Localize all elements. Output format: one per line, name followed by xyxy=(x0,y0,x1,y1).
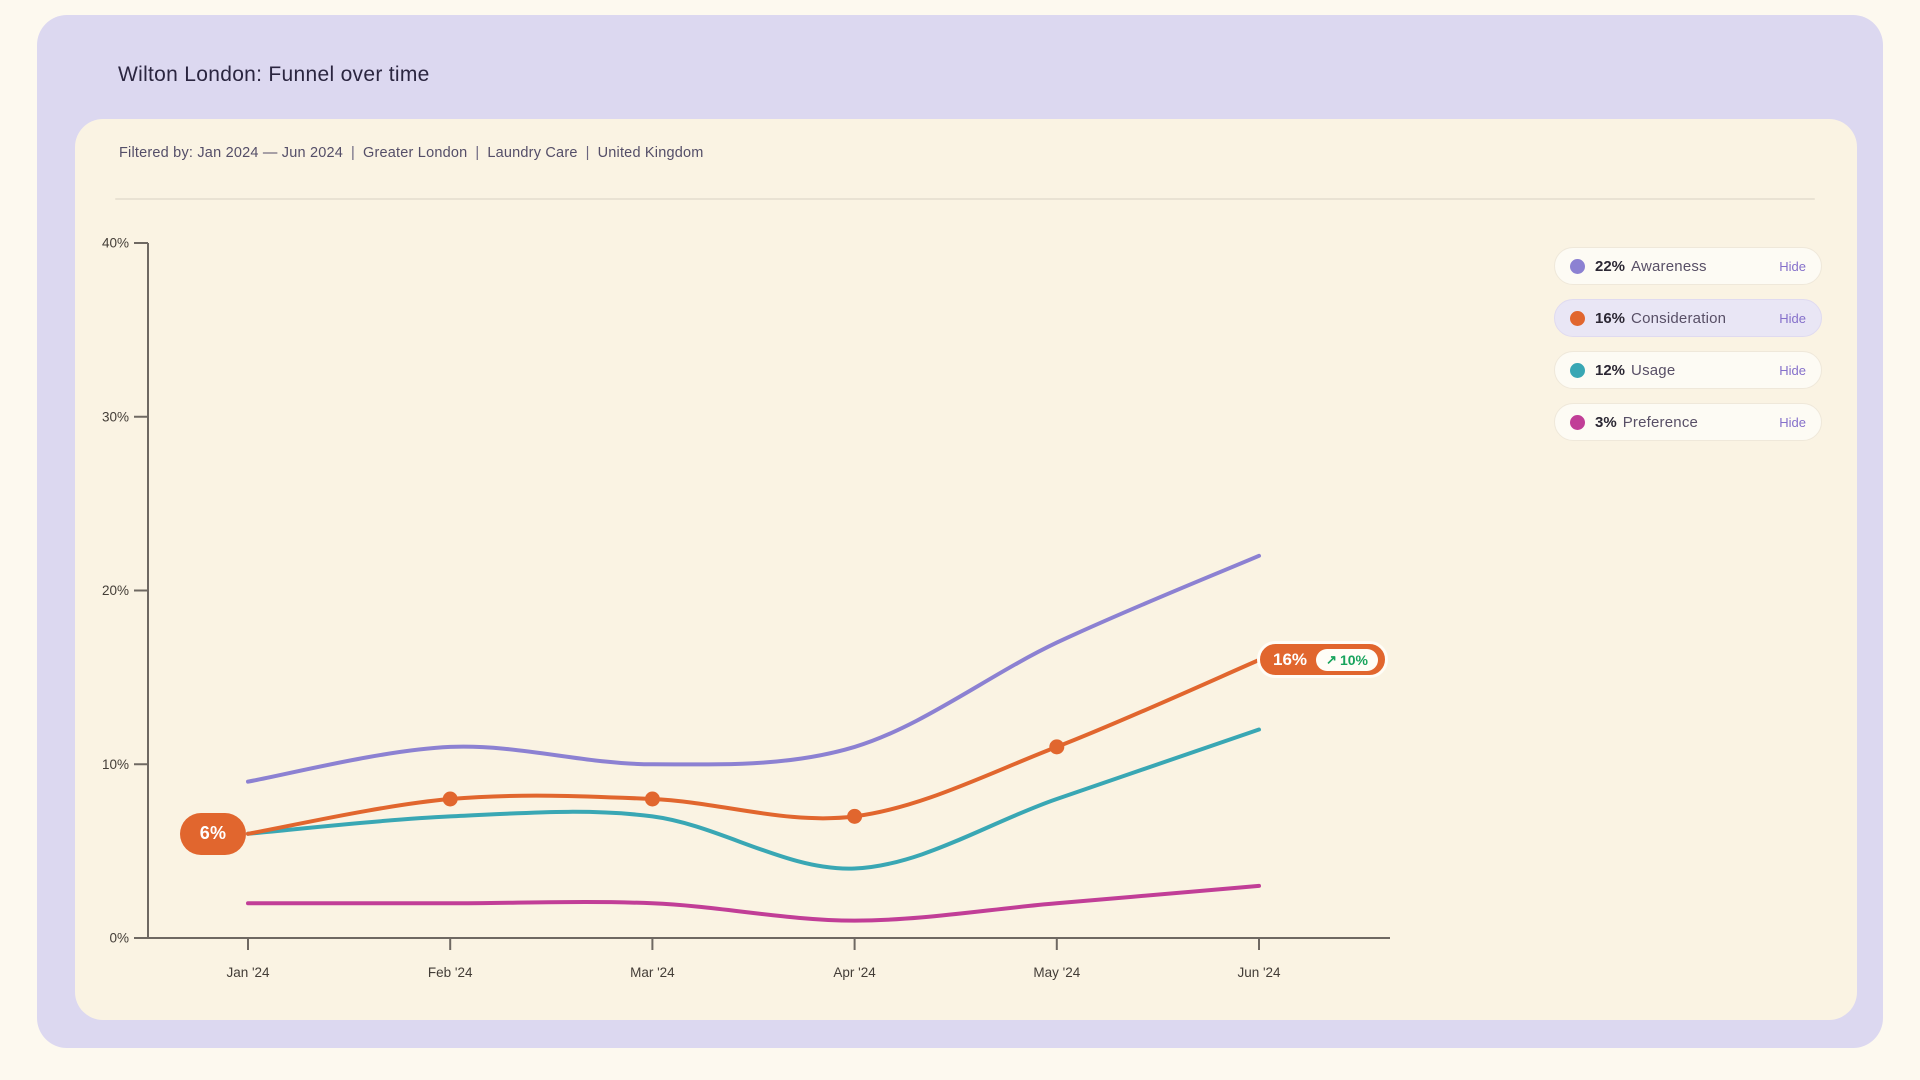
current-value: 16% xyxy=(1273,649,1308,669)
funnel-report-card: Wilton London: Funnel over time Filtered… xyxy=(37,15,1883,1048)
filter-item: United Kingdom xyxy=(597,145,704,161)
series-marker-consideration xyxy=(847,808,863,824)
series-marker-consideration xyxy=(1049,739,1065,755)
filter-date-range: Jan 2024 — Jun 2024 xyxy=(197,145,344,161)
trend-up-icon: ↗ xyxy=(1326,652,1337,667)
series-color-dot xyxy=(1570,310,1585,326)
chart-panel: Filtered by: Jan 2024 — Jun 2024 | Greater… xyxy=(75,119,1857,1020)
legend: 22% Awareness Hide 16% Consideration Hid… xyxy=(1554,247,1822,441)
legend-value: 12% xyxy=(1595,361,1626,379)
x-axis-label: Feb '24 xyxy=(428,965,473,980)
legend-item-consideration[interactable]: 16% Consideration Hide xyxy=(1554,299,1822,337)
change-pill: ↗ 10% xyxy=(1316,648,1378,671)
series-marker-consideration xyxy=(644,791,660,807)
y-axis-label: 20% xyxy=(102,583,129,598)
x-axis-label: Jan '24 xyxy=(226,965,270,980)
series-line-consideration xyxy=(246,658,1261,836)
legend-value: 3% xyxy=(1595,413,1617,431)
divider xyxy=(115,198,1815,200)
series-color-dot xyxy=(1570,414,1585,430)
hide-series-button[interactable]: Hide xyxy=(1779,414,1806,430)
filter-summary: Filtered by: Jan 2024 — Jun 2024 | Greater… xyxy=(119,145,704,161)
change-value: 10% xyxy=(1339,651,1368,668)
x-axis-label: Apr '24 xyxy=(833,965,876,980)
x-axis-label: May '24 xyxy=(1033,965,1080,980)
filter-separator: | xyxy=(585,145,590,161)
series-color-dot xyxy=(1570,362,1585,378)
filter-separator: | xyxy=(351,145,356,161)
y-axis-label: 40% xyxy=(102,236,129,251)
page-title: Wilton London: Funnel over time xyxy=(118,63,430,86)
series-marker-consideration xyxy=(442,791,458,807)
legend-item-preference[interactable]: 3% Preference Hide xyxy=(1554,403,1822,441)
legend-item-usage[interactable]: 12% Usage Hide xyxy=(1554,351,1822,389)
series-line-usage xyxy=(246,727,1261,871)
filter-item: Laundry Care xyxy=(487,145,578,161)
filter-item: Greater London xyxy=(363,145,468,161)
series-line-preference xyxy=(246,883,1261,923)
series-color-dot xyxy=(1570,258,1585,274)
consideration-start-value-badge: 6% xyxy=(180,812,246,855)
y-axis-label: 0% xyxy=(109,931,129,946)
legend-item-awareness[interactable]: 22% Awareness Hide xyxy=(1554,247,1822,285)
consideration-current-value-badge: 16% ↗ 10% xyxy=(1257,641,1388,678)
filter-label: Filtered by: xyxy=(119,145,194,161)
funnel-line-chart: 0% 10% 20% 30% 40% Jan '24 Feb '24 Mar '24 Apr '… xyxy=(102,236,1390,980)
legend-value: 22% xyxy=(1595,257,1626,275)
hide-series-button[interactable]: Hide xyxy=(1779,310,1806,326)
y-axis-label: 10% xyxy=(102,757,129,772)
series-line-awareness xyxy=(246,553,1261,784)
hide-series-button[interactable]: Hide xyxy=(1779,362,1806,378)
y-axis-label: 30% xyxy=(102,409,129,424)
filter-separator: | xyxy=(475,145,480,161)
legend-name: Consideration xyxy=(1631,309,1727,327)
start-value: 6% xyxy=(199,823,227,844)
hide-series-button[interactable]: Hide xyxy=(1779,258,1806,274)
x-axis-label: Jun '24 xyxy=(1237,965,1281,980)
legend-name: Awareness xyxy=(1631,257,1707,275)
legend-name: Usage xyxy=(1631,361,1676,379)
legend-name: Preference xyxy=(1622,413,1699,431)
filter-items: Jan 2024 — Jun 2024 | Greater London | Laund… xyxy=(197,145,703,161)
x-axis-label: Mar '24 xyxy=(630,965,675,980)
legend-value: 16% xyxy=(1595,309,1626,327)
